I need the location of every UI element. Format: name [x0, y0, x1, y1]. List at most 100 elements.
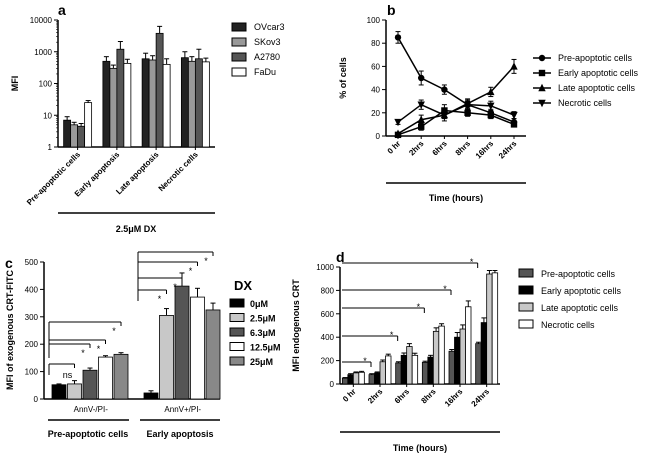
data-point [394, 129, 402, 137]
legend-label: FaDu [254, 67, 276, 77]
legend-label: Necrotic cells [558, 98, 612, 108]
panel-d-chart: d 0 200 400 600 800 1000 MFI endogenous CRT 0 hr… [291, 249, 622, 453]
panel-label: a [58, 2, 66, 18]
legend-swatch [518, 285, 534, 295]
legend-swatch [231, 37, 247, 47]
bar-dose [67, 383, 82, 400]
bar-time [454, 336, 461, 385]
y-axis-label: MFI endogenous CRT [291, 279, 301, 372]
data-point [510, 121, 518, 128]
bar-fadu [84, 102, 93, 148]
y-tick-label: 0 [34, 395, 39, 404]
y-tick-label: 80 [371, 39, 380, 48]
legend-label: OVcar3 [254, 22, 285, 32]
bar-time [374, 372, 381, 385]
x-axis-label: Time (hours) [393, 443, 447, 453]
y-tick-label: 400 [25, 285, 39, 294]
bar-skov3 [109, 67, 118, 148]
bar-time [406, 346, 413, 385]
group-label: Pre-apoptotic cells [48, 429, 129, 439]
panel-label: d [336, 249, 345, 265]
bar-time [385, 355, 392, 385]
legend-label: 2.5μM [250, 314, 276, 324]
bar-time [480, 322, 488, 385]
bar-time [438, 325, 445, 385]
bar-time [358, 371, 365, 385]
bar-time [448, 350, 455, 385]
x-axis-label: Time (hours) [429, 193, 483, 203]
category-label: 0 hr [386, 139, 403, 156]
y-tick-label: 0 [376, 132, 381, 141]
legend-label: Late apoptotic cells [541, 303, 619, 313]
bar-a2780 [194, 58, 203, 148]
data-point [510, 62, 518, 70]
legend-label: 25μM [250, 357, 273, 367]
significance-label: * [189, 266, 193, 276]
y-tick-label: 400 [321, 333, 335, 342]
bar-time [421, 361, 429, 385]
legend-label: Late apoptotic cells [558, 83, 636, 93]
significance-label: * [204, 256, 208, 266]
legend-swatch [518, 319, 534, 329]
bar-time [347, 374, 354, 385]
legend-marker [538, 54, 546, 62]
bar-time [486, 273, 493, 385]
bar-time [341, 377, 349, 385]
bar-time [395, 362, 402, 385]
legend-label: Early apoptotic cells [541, 286, 622, 296]
legend-swatch [231, 52, 247, 62]
data-point [417, 115, 425, 123]
y-tick-label: 500 [25, 258, 39, 267]
significance-label: * [443, 284, 447, 294]
y-tick-label: 100 [25, 368, 39, 377]
legend-swatch [518, 302, 534, 312]
bar-time [459, 328, 466, 385]
bar-time [352, 372, 360, 385]
bar-time [465, 306, 472, 385]
y-axis-label: % of cells [338, 57, 348, 99]
bar-ovcar3 [102, 60, 111, 148]
legend-swatch [229, 342, 245, 351]
legend-swatch [231, 67, 247, 77]
data-point [394, 118, 402, 127]
y-tick-label: 1000 [34, 48, 52, 57]
bar-dose [190, 296, 205, 400]
legend-label: Early apoptotic cells [558, 68, 639, 78]
significance-label: * [417, 302, 421, 312]
panel-label: b [387, 2, 396, 18]
legend-swatch [231, 22, 247, 32]
bar-dose [143, 392, 159, 400]
y-axis-label: MFI [10, 76, 20, 92]
legend-label: 6.3μM [250, 328, 276, 338]
panel-b-chart: b 0 20 40 60 80 100 % of cells 0 hr 2hrs 6hrs 8hrs 1… [338, 2, 639, 203]
significance-label: * [363, 356, 367, 366]
category-label: AnnV-/PI- [74, 405, 109, 414]
data-point [510, 111, 518, 120]
y-tick-label: 10000 [30, 16, 53, 25]
y-tick-label: 800 [321, 286, 335, 295]
bar-a2780 [155, 32, 164, 148]
significance-label: ns [63, 370, 73, 380]
group-label: Early apoptosis [146, 429, 213, 439]
legend-label: Pre-apoptotic cells [541, 269, 616, 279]
y-axis-label: MFI of exogenous CRT-FITC [5, 270, 15, 390]
significance-label: * [390, 330, 394, 340]
category-label: 2hrs [407, 139, 426, 158]
bar-dose [51, 384, 67, 400]
panel-c-chart: c 0 100 200 300 400 500 MFI of exogenous CRT-FI… [5, 251, 281, 439]
data-point [487, 87, 495, 96]
legend-label: 0μM [250, 299, 268, 309]
bar-ovcar3 [141, 58, 150, 148]
y-tick-label: 300 [25, 313, 39, 322]
y-tick-label: 60 [371, 62, 380, 71]
data-point [463, 101, 472, 109]
data-point [464, 109, 471, 116]
panel-label: c [5, 255, 13, 271]
y-tick-label: 200 [25, 340, 39, 349]
legend-label: A2780 [254, 52, 280, 62]
bar-time [379, 361, 386, 385]
series-line [397, 109, 515, 136]
y-tick-label: 200 [321, 357, 335, 366]
